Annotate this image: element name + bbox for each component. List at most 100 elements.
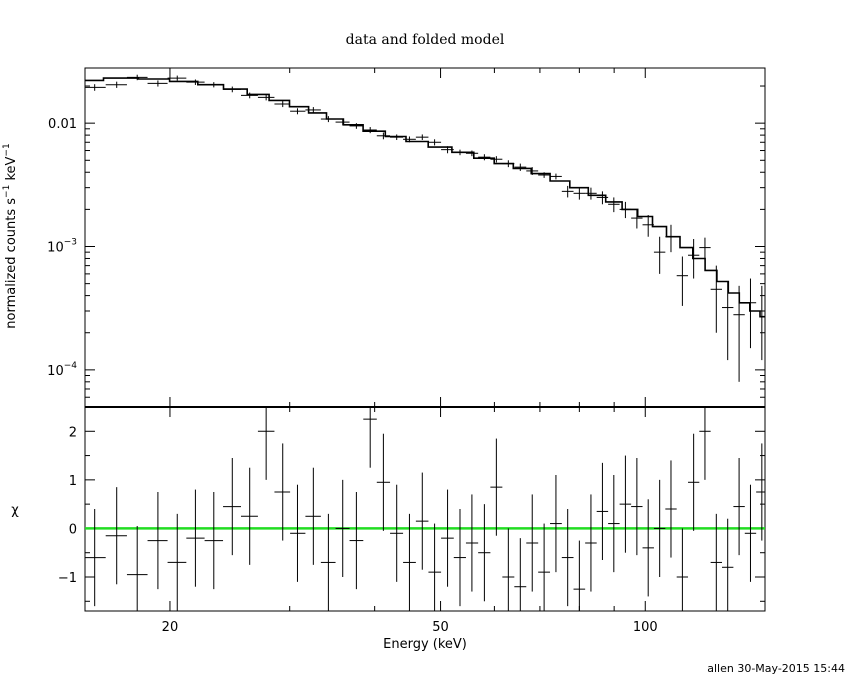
residual-data-point — [305, 467, 321, 565]
residual-data-point — [550, 475, 562, 573]
spectrum-data-point — [526, 167, 539, 175]
spectrum-data-point — [167, 75, 187, 81]
spectrum-data-point — [335, 119, 350, 126]
residual-data-point — [478, 504, 491, 602]
x-tick-label: 50 — [432, 620, 449, 635]
residual-data-point — [363, 407, 377, 468]
residual-data-point — [290, 484, 306, 582]
y-tick-label-residuals: 2 — [69, 425, 77, 440]
spectrum-data-point — [428, 139, 442, 146]
residual-data-point — [147, 492, 168, 590]
spectrum-data-point — [596, 191, 609, 205]
y-tick-label-spectrum: 0.01 — [48, 117, 77, 132]
residual-data-point — [223, 458, 241, 556]
spectrum-data-point — [349, 123, 364, 129]
spectrum-data-point — [223, 86, 241, 93]
spectrum-data-point — [415, 134, 429, 141]
y-tick-label-residuals: −1 — [58, 571, 77, 586]
residual-data-point — [167, 513, 187, 611]
residual-data-point — [538, 523, 551, 611]
residual-data-point — [676, 528, 689, 611]
x-tick-label: 20 — [162, 620, 179, 635]
y-tick-label-spectrum: 10−3 — [47, 238, 77, 256]
spectrum-data-point — [585, 187, 597, 200]
residual-data-point — [573, 540, 586, 611]
spectrum-data-point — [722, 281, 734, 361]
residual-data-point — [186, 489, 205, 587]
residual-data-point — [428, 523, 442, 611]
spectrum-data-point — [733, 285, 745, 382]
spectrum-data-point — [756, 285, 765, 361]
residuals-plot-area — [85, 407, 765, 611]
y-tick-label-residuals: 0 — [69, 522, 77, 537]
y-axis-label-spectrum: normalized counts s−1 keV−1 — [2, 143, 19, 328]
residual-data-point — [240, 467, 258, 565]
spectrum-data-point — [376, 132, 391, 140]
residual-data-point — [596, 462, 609, 560]
residuals-panel: 20 50 100 2 1 0 −1 — [58, 406, 766, 635]
residual-data-point — [756, 443, 765, 541]
residual-data-point — [642, 499, 654, 597]
spectrum-data-point — [478, 154, 491, 161]
spectrum-data-point — [441, 146, 454, 154]
residual-data-point — [608, 475, 620, 573]
spectrum-data-point — [363, 127, 377, 134]
residual-data-point — [631, 458, 643, 556]
spectrum-data-point — [744, 278, 757, 349]
residual-data-point — [85, 509, 106, 607]
spectrum-data-point — [665, 224, 677, 253]
y-tick-label-spectrum: 10−4 — [47, 361, 77, 379]
spectrum-data-point — [538, 172, 551, 178]
spectrum-data-point — [653, 236, 666, 274]
residual-data-point — [441, 489, 454, 587]
spectrum-data-point — [257, 94, 275, 101]
residual-data-point — [502, 528, 515, 611]
residual-data-point — [526, 494, 539, 592]
residual-data-point — [699, 407, 711, 480]
folded-model-line — [85, 77, 765, 318]
residual-data-point — [722, 518, 734, 611]
residual-data-point — [744, 484, 757, 582]
residual-data-point — [390, 484, 404, 582]
residual-data-point — [665, 460, 677, 558]
residual-data-point — [320, 513, 336, 611]
spectrum-data-point — [147, 80, 168, 87]
spectrum-data-point — [608, 197, 620, 213]
footer-stamp: allen 30-May-2015 15:44 — [707, 662, 845, 675]
residual-data-point — [105, 487, 127, 585]
spectrum-data-point — [305, 107, 321, 113]
residual-data-point — [653, 479, 666, 577]
spectrum-data-point — [105, 81, 127, 88]
spectrum-data-point — [561, 185, 574, 198]
spectrum-data-point — [403, 136, 416, 143]
spectrum-data-point — [699, 237, 711, 260]
x-tick-label: 100 — [633, 620, 658, 635]
residual-data-point — [257, 407, 275, 480]
x-axis-label: Energy (keV) — [383, 637, 467, 652]
spectrum-data-point — [240, 92, 258, 99]
residual-data-point — [415, 472, 429, 570]
residual-data-point — [453, 509, 466, 607]
residual-data-point — [514, 538, 527, 611]
residual-data-point — [204, 492, 224, 590]
spectrum-data-point — [320, 116, 336, 123]
spectrum-data-point — [688, 239, 700, 279]
residual-data-point — [561, 509, 574, 607]
spectrum-data-point — [514, 163, 527, 171]
residual-data-point — [733, 458, 745, 556]
residual-data-point — [349, 492, 364, 590]
spectrum-data-point — [502, 160, 515, 168]
residual-data-point — [376, 433, 391, 531]
spectrum-data-point — [642, 215, 654, 237]
spectrum-data-point — [631, 209, 643, 229]
spectrum-data-point — [85, 84, 106, 91]
spectrum-data-point — [186, 79, 205, 85]
spectrum-data-point — [465, 150, 479, 157]
spectrum-data-point — [490, 156, 503, 163]
spectrum-data-point — [290, 108, 306, 115]
residual-data-point — [465, 494, 479, 592]
spectrum-data-point — [204, 82, 224, 88]
y-tick-label-residuals: 1 — [69, 474, 77, 489]
residual-data-point — [710, 513, 723, 611]
